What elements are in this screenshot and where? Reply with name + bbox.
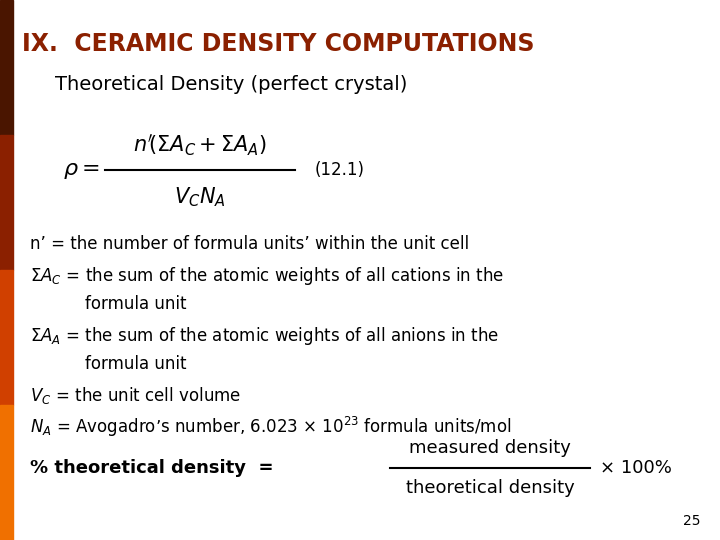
Text: formula unit: formula unit (85, 355, 186, 373)
Text: (12.1): (12.1) (315, 161, 365, 179)
Bar (0, 405, 13, 540)
Text: formula unit: formula unit (85, 295, 186, 313)
Text: $\rho =$: $\rho =$ (63, 159, 100, 181)
Text: × 100%: × 100% (600, 459, 672, 477)
Text: IX.  CERAMIC DENSITY COMPUTATIONS: IX. CERAMIC DENSITY COMPUTATIONS (22, 32, 534, 56)
Text: measured density: measured density (409, 439, 571, 457)
Text: $N_A$ = Avogadro’s number, 6.023 × 10$^{23}$ formula units/mol: $N_A$ = Avogadro’s number, 6.023 × 10$^{… (30, 415, 511, 439)
Bar (0, 135, 13, 270)
Text: 25: 25 (683, 514, 700, 528)
Text: theoretical density: theoretical density (405, 479, 575, 497)
Text: $V_C N_A$: $V_C N_A$ (174, 185, 226, 209)
Text: $n'\!\left(\Sigma A_C + \Sigma A_A\right)$: $n'\!\left(\Sigma A_C + \Sigma A_A\right… (133, 132, 267, 158)
Text: n’ = the number of formula units’ within the unit cell: n’ = the number of formula units’ within… (30, 235, 469, 253)
Text: $V_C$ = the unit cell volume: $V_C$ = the unit cell volume (30, 385, 241, 406)
Bar (0, 270, 13, 405)
Bar (0, 0, 13, 135)
Text: % theoretical density  =: % theoretical density = (30, 459, 274, 477)
Text: $\Sigma A_C$ = the sum of the atomic weights of all cations in the: $\Sigma A_C$ = the sum of the atomic wei… (30, 265, 504, 287)
Text: $\Sigma A_A$ = the sum of the atomic weights of all anions in the: $\Sigma A_A$ = the sum of the atomic wei… (30, 325, 499, 347)
Text: Theoretical Density (perfect crystal): Theoretical Density (perfect crystal) (55, 75, 408, 94)
